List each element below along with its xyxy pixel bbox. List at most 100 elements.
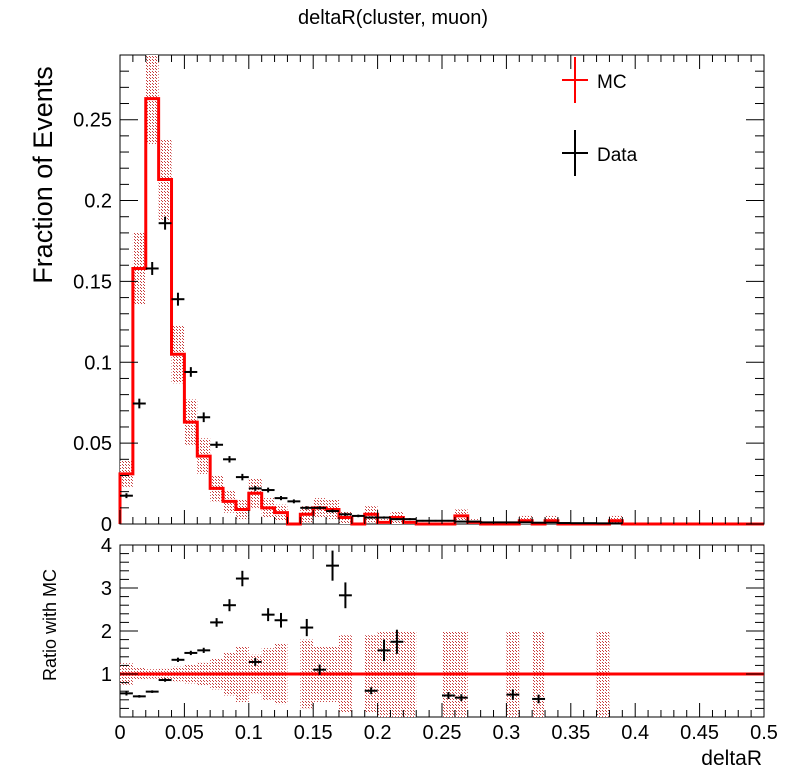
data-point bbox=[493, 521, 507, 524]
ratio-point bbox=[120, 691, 133, 696]
data-point bbox=[557, 522, 571, 525]
data-point bbox=[429, 519, 442, 522]
data-point bbox=[184, 367, 198, 377]
main-y-axis-ticks: 0 0.05 0.1 0.15 0.2 0.25 bbox=[73, 70, 764, 536]
data-point bbox=[454, 520, 468, 523]
data-point bbox=[467, 520, 481, 523]
ratio-points bbox=[120, 550, 546, 704]
mc-histogram-line bbox=[118, 97, 764, 526]
x-tick-label: 0.25 bbox=[423, 722, 462, 744]
x-tick-label: 0.1 bbox=[235, 722, 263, 744]
data-point bbox=[326, 509, 339, 513]
ratio-point bbox=[442, 692, 455, 699]
ratio-point bbox=[261, 608, 275, 622]
x-tick-label: 0.2 bbox=[364, 722, 392, 744]
ratio-point bbox=[300, 618, 314, 637]
main-y-axis-label: Fraction of Events bbox=[28, 66, 58, 284]
data-points bbox=[120, 216, 623, 525]
ratio-point bbox=[390, 629, 404, 654]
ratio-point bbox=[377, 639, 391, 662]
data-point bbox=[416, 519, 430, 522]
ratio-point bbox=[274, 612, 288, 628]
data-point bbox=[158, 216, 172, 230]
data-point bbox=[506, 521, 520, 524]
ratio-point bbox=[454, 694, 468, 702]
main-x-axis-ticks bbox=[119, 55, 765, 524]
main-plot-frame bbox=[119, 54, 765, 525]
data-point bbox=[120, 493, 133, 499]
data-point bbox=[171, 292, 185, 306]
data-point bbox=[583, 522, 597, 525]
data-point bbox=[132, 398, 146, 409]
data-point bbox=[351, 514, 365, 518]
data-point bbox=[442, 519, 455, 522]
data-point bbox=[235, 473, 249, 481]
data-point bbox=[287, 499, 301, 504]
ratio-y-tick-label: 1 bbox=[101, 664, 112, 686]
data-point bbox=[403, 518, 417, 521]
ratio-panel: 1 2 3 4 0 0.05 0.1 0.15 0.2 0.25 0.3 0.35 0.4 0.45 0.… bbox=[40, 535, 778, 770]
data-point bbox=[570, 522, 584, 525]
x-axis-label: deltaR bbox=[701, 747, 762, 770]
main-panel: 0 0.05 0.1 0.15 0.2 0.25 Fraction of Events M… bbox=[28, 54, 765, 536]
main-y-tick-label: 0.25 bbox=[73, 110, 112, 132]
legend-entry-mc: MC bbox=[562, 57, 627, 103]
data-point bbox=[364, 516, 378, 519]
x-tick-label: 0.35 bbox=[551, 722, 590, 744]
legend-mc-label: MC bbox=[597, 72, 627, 93]
ratio-point bbox=[145, 690, 159, 693]
mc-uncertainty-band bbox=[120, 55, 623, 524]
ratio-point bbox=[506, 689, 520, 700]
data-point bbox=[609, 522, 623, 525]
ratio-point bbox=[184, 650, 198, 656]
ratio-point bbox=[158, 678, 172, 682]
ratio-point bbox=[338, 582, 352, 609]
data-point bbox=[596, 522, 610, 525]
ratio-point bbox=[197, 647, 211, 653]
data-point bbox=[210, 441, 224, 448]
legend: MC Data bbox=[562, 57, 638, 176]
main-y-tick-label: 0.1 bbox=[84, 352, 112, 374]
legend-data-label: Data bbox=[597, 145, 638, 166]
ratio-point bbox=[132, 695, 146, 698]
data-point bbox=[545, 521, 558, 524]
ratio-point bbox=[235, 570, 249, 587]
ratio-y-tick-label: 3 bbox=[101, 578, 112, 600]
data-point bbox=[274, 496, 288, 501]
data-point bbox=[145, 262, 159, 275]
data-point bbox=[480, 521, 494, 524]
x-tick-label: 0.05 bbox=[165, 722, 204, 744]
data-point bbox=[519, 521, 533, 524]
x-tick-label: 0.45 bbox=[680, 722, 719, 744]
x-tick-label: 0.4 bbox=[621, 722, 649, 744]
data-point bbox=[261, 487, 275, 493]
ratio-point bbox=[248, 658, 262, 666]
data-point bbox=[313, 506, 327, 510]
main-y-tick-label: 0.15 bbox=[73, 271, 112, 293]
ratio-point bbox=[171, 657, 185, 662]
data-point bbox=[338, 512, 352, 516]
ratio-point bbox=[326, 550, 339, 581]
data-point bbox=[223, 456, 236, 463]
x-tick-label: 0.15 bbox=[294, 722, 333, 744]
data-point bbox=[390, 518, 404, 521]
main-y-tick-label: 0.05 bbox=[73, 433, 112, 455]
ratio-x-axis-ticks: 0 0.05 0.1 0.15 0.2 0.25 0.3 0.35 0.4 0.45 0.5 bbox=[114, 545, 778, 744]
data-point bbox=[377, 516, 391, 519]
ratio-y-tick-label: 2 bbox=[101, 621, 112, 643]
data-point bbox=[300, 506, 314, 510]
ratio-y-axis-label: Ratio with MC bbox=[40, 569, 60, 681]
ratio-point bbox=[210, 618, 224, 627]
data-point bbox=[197, 412, 211, 423]
data-point bbox=[248, 485, 262, 491]
data-point bbox=[532, 521, 546, 524]
ratio-point bbox=[364, 687, 378, 695]
x-tick-label: 0.3 bbox=[492, 722, 520, 744]
x-tick-label: 0 bbox=[114, 722, 125, 744]
legend-entry-data: Data bbox=[562, 130, 638, 176]
ratio-y-axis-ticks: 1 2 3 4 bbox=[101, 535, 764, 709]
ratio-point bbox=[223, 599, 236, 612]
ratio-y-tick-label: 4 bbox=[101, 535, 112, 557]
